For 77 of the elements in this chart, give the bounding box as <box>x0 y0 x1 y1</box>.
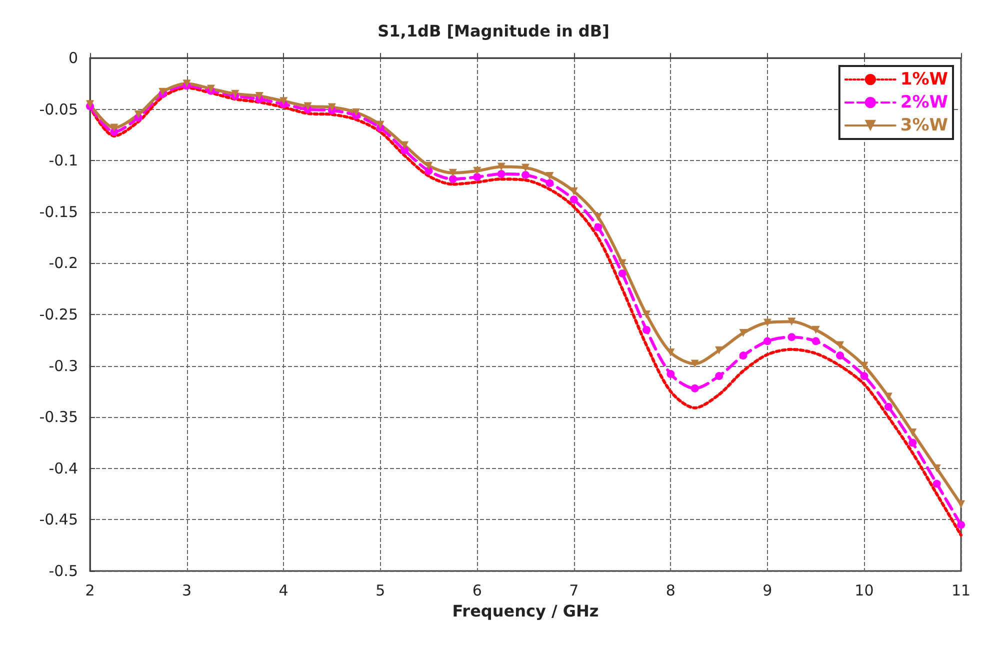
point <box>812 326 820 334</box>
chart-title: S1,1dB [Magnitude in dB] <box>378 22 610 40</box>
point <box>110 124 118 132</box>
point <box>594 213 602 222</box>
point <box>255 92 264 100</box>
x-tick-label: 2 <box>85 582 95 600</box>
point <box>328 103 336 112</box>
point <box>666 370 675 378</box>
point <box>932 480 941 488</box>
point <box>400 146 409 154</box>
point <box>908 438 917 447</box>
legend-label: 1%W <box>900 70 948 90</box>
point <box>546 179 554 188</box>
point <box>836 341 844 350</box>
point <box>690 384 699 392</box>
point <box>763 318 772 327</box>
y-tick-label: -0.3 <box>48 356 78 375</box>
x-tick-label: 7 <box>569 582 579 600</box>
point <box>497 162 506 171</box>
point <box>473 166 482 175</box>
x-tick-label: 6 <box>472 582 482 600</box>
point <box>957 500 965 508</box>
x-tick-label: 9 <box>762 582 772 600</box>
point <box>715 346 724 354</box>
x-tick-label: 3 <box>182 582 192 600</box>
y-tick-label: -0.15 <box>39 202 78 221</box>
point <box>376 120 384 129</box>
point <box>860 372 868 380</box>
point <box>932 464 941 472</box>
point <box>618 269 626 278</box>
x-tick-label: 10 <box>854 582 874 600</box>
y-tick-label: -0.4 <box>48 459 78 478</box>
point <box>812 337 820 346</box>
point <box>448 168 457 177</box>
point <box>352 108 360 116</box>
y-tick-label: -0.35 <box>39 408 78 426</box>
point <box>280 97 288 106</box>
y-tick-label: -0.05 <box>39 100 78 118</box>
point <box>788 333 796 342</box>
point <box>448 175 457 184</box>
point <box>836 352 844 360</box>
legend-label: 2%W <box>900 92 948 112</box>
y-tick-label: 0 <box>68 49 78 67</box>
y-tick-label: -0.45 <box>39 510 78 529</box>
point <box>497 170 506 178</box>
point <box>424 166 433 175</box>
point <box>715 372 724 380</box>
point <box>908 428 917 436</box>
point <box>957 520 965 529</box>
point <box>642 310 650 318</box>
point <box>642 326 650 334</box>
point <box>522 164 530 172</box>
point <box>570 196 578 204</box>
point <box>884 392 892 401</box>
point <box>618 259 626 268</box>
x-tick-label: 11 <box>951 582 971 600</box>
point <box>473 173 482 182</box>
point <box>304 102 312 110</box>
point <box>788 318 796 326</box>
y-tick-label: -0.2 <box>48 254 78 272</box>
point <box>424 162 433 170</box>
point <box>763 337 772 346</box>
point <box>546 172 554 180</box>
legend-label: 3%W <box>900 116 948 136</box>
x-tick-label: 4 <box>278 582 288 600</box>
point <box>522 170 530 179</box>
point <box>690 360 699 368</box>
y-tick-label: -0.25 <box>39 306 78 324</box>
y-tick-label: -0.5 <box>48 562 78 580</box>
x-tick-label: 5 <box>376 582 386 600</box>
point <box>884 402 892 411</box>
point <box>739 328 748 337</box>
x-axis-title: Frequency / GHz <box>452 602 599 620</box>
point <box>594 223 602 232</box>
point <box>739 352 748 360</box>
x-tick-label: 8 <box>666 582 676 600</box>
y-tick-label: -0.1 <box>48 152 78 170</box>
